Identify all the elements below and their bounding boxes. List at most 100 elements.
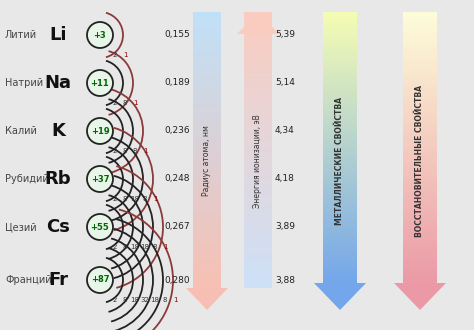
Bar: [403, 262, 437, 265]
Bar: [193, 163, 221, 166]
Text: 0,248: 0,248: [164, 175, 190, 183]
Bar: [403, 73, 437, 75]
Bar: [403, 208, 437, 211]
Bar: [403, 111, 437, 114]
Bar: [323, 120, 357, 123]
Bar: [323, 260, 357, 263]
Bar: [244, 228, 272, 230]
Bar: [193, 64, 221, 67]
Bar: [323, 149, 357, 152]
Bar: [403, 54, 437, 57]
Bar: [244, 251, 272, 253]
Text: Цезий: Цезий: [5, 222, 36, 232]
Bar: [193, 117, 221, 120]
Bar: [403, 151, 437, 154]
Bar: [323, 131, 357, 134]
Bar: [193, 55, 221, 58]
Bar: [323, 20, 357, 23]
Bar: [403, 247, 437, 249]
Bar: [323, 52, 357, 55]
Bar: [193, 276, 221, 279]
Bar: [323, 247, 357, 249]
Bar: [193, 136, 221, 139]
Bar: [244, 32, 272, 35]
Bar: [403, 63, 437, 66]
Bar: [193, 193, 221, 196]
Bar: [244, 186, 272, 189]
Bar: [244, 253, 272, 256]
Bar: [403, 233, 437, 236]
Bar: [323, 106, 357, 109]
Bar: [403, 174, 437, 177]
Bar: [244, 244, 272, 247]
Bar: [403, 75, 437, 78]
Bar: [323, 167, 357, 170]
Bar: [323, 61, 357, 64]
Text: +87: +87: [91, 276, 109, 284]
Bar: [403, 41, 437, 44]
Bar: [403, 109, 437, 111]
Bar: [323, 16, 357, 19]
Bar: [323, 278, 357, 281]
Bar: [323, 206, 357, 209]
Bar: [244, 149, 272, 152]
Bar: [244, 92, 272, 95]
Text: Литий: Литий: [5, 30, 37, 40]
Polygon shape: [314, 283, 366, 310]
Text: Калий: Калий: [5, 126, 37, 136]
Bar: [323, 84, 357, 86]
Bar: [244, 18, 272, 21]
Bar: [244, 216, 272, 219]
Bar: [323, 217, 357, 220]
Bar: [193, 198, 221, 201]
Bar: [244, 225, 272, 228]
Bar: [193, 106, 221, 109]
Bar: [403, 104, 437, 107]
Bar: [244, 97, 272, 99]
Bar: [244, 16, 272, 19]
Bar: [244, 242, 272, 244]
Bar: [403, 88, 437, 91]
Bar: [244, 269, 272, 272]
Bar: [193, 30, 221, 33]
Bar: [403, 221, 437, 224]
Bar: [323, 174, 357, 177]
Bar: [244, 258, 272, 260]
Bar: [323, 154, 357, 156]
Bar: [323, 181, 357, 183]
Text: 18: 18: [140, 244, 149, 250]
Bar: [193, 242, 221, 244]
Bar: [193, 267, 221, 270]
Bar: [323, 30, 357, 32]
Bar: [193, 156, 221, 159]
Bar: [244, 195, 272, 198]
Bar: [403, 172, 437, 175]
Text: +11: +11: [91, 79, 109, 87]
Bar: [193, 260, 221, 263]
Bar: [403, 25, 437, 28]
Bar: [244, 221, 272, 224]
Bar: [323, 226, 357, 229]
Bar: [323, 43, 357, 46]
Circle shape: [87, 70, 113, 96]
Bar: [193, 90, 221, 92]
Bar: [403, 267, 437, 270]
Text: Rb: Rb: [45, 170, 71, 188]
Bar: [323, 23, 357, 25]
Bar: [403, 242, 437, 245]
Bar: [193, 97, 221, 99]
Bar: [403, 36, 437, 39]
Bar: [244, 159, 272, 161]
Bar: [244, 55, 272, 58]
Bar: [244, 50, 272, 53]
Bar: [193, 74, 221, 77]
Bar: [403, 181, 437, 183]
Text: 1: 1: [133, 100, 137, 106]
Bar: [244, 83, 272, 85]
Bar: [244, 124, 272, 127]
Bar: [323, 210, 357, 213]
Bar: [323, 158, 357, 161]
Bar: [403, 237, 437, 240]
Bar: [244, 267, 272, 270]
Bar: [193, 113, 221, 116]
